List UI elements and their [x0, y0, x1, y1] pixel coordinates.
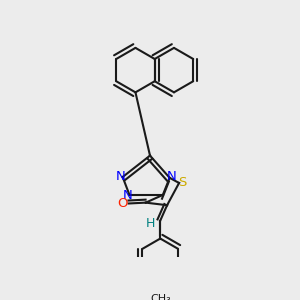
- Text: H: H: [145, 217, 155, 230]
- Text: N: N: [116, 170, 126, 184]
- Text: CH₃: CH₃: [150, 294, 171, 300]
- Text: O: O: [117, 197, 128, 210]
- Text: N: N: [167, 170, 176, 184]
- Text: N: N: [123, 189, 133, 202]
- Text: S: S: [178, 176, 187, 190]
